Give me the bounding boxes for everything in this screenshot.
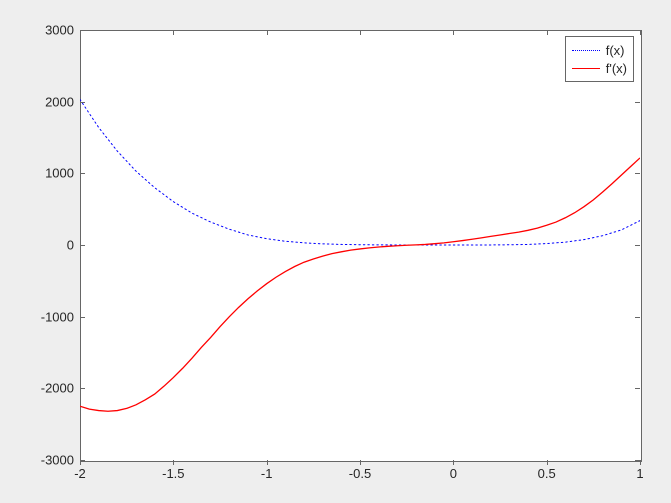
y-tick-mark bbox=[80, 245, 85, 246]
y-tick-label: 1000 bbox=[45, 166, 74, 181]
legend: f(x) f'(x) bbox=[565, 36, 634, 82]
y-tick-mark bbox=[635, 173, 640, 174]
y-tick-mark bbox=[635, 460, 640, 461]
x-tick-mark bbox=[173, 460, 174, 465]
y-tick-mark bbox=[635, 245, 640, 246]
y-tick-label: 3000 bbox=[45, 23, 74, 38]
x-tick-mark bbox=[547, 460, 548, 465]
chart-container: f(x) f'(x) -2 -1.5 -1 -0.5 0 0.5 1 -3000 -2000 -10… bbox=[0, 0, 671, 503]
x-tick-mark bbox=[547, 30, 548, 35]
x-tick-label: 1 bbox=[636, 466, 643, 481]
y-tick-mark bbox=[635, 102, 640, 103]
x-tick-label: -1.5 bbox=[162, 466, 184, 481]
x-tick-mark bbox=[453, 30, 454, 35]
x-tick-label: -1 bbox=[261, 466, 273, 481]
legend-item: f'(x) bbox=[572, 59, 627, 77]
series-f(x) bbox=[80, 100, 640, 245]
y-tick-mark bbox=[80, 30, 85, 31]
y-tick-mark bbox=[635, 317, 640, 318]
y-tick-label: -3000 bbox=[41, 453, 74, 468]
y-tick-mark bbox=[80, 317, 85, 318]
y-tick-label: -1000 bbox=[41, 309, 74, 324]
legend-label: f(x) bbox=[606, 43, 625, 58]
y-tick-label: 2000 bbox=[45, 94, 74, 109]
x-tick-mark bbox=[640, 30, 641, 35]
x-tick-mark bbox=[173, 30, 174, 35]
legend-swatch bbox=[572, 50, 600, 51]
y-tick-mark bbox=[635, 30, 640, 31]
x-tick-label: -2 bbox=[74, 466, 86, 481]
series-f'(x) bbox=[80, 158, 640, 411]
y-tick-mark bbox=[80, 460, 85, 461]
x-tick-mark bbox=[267, 30, 268, 35]
x-tick-mark bbox=[360, 30, 361, 35]
y-tick-mark bbox=[80, 102, 85, 103]
y-tick-mark bbox=[635, 388, 640, 389]
x-tick-mark bbox=[267, 460, 268, 465]
y-tick-mark bbox=[80, 388, 85, 389]
y-tick-label: -2000 bbox=[41, 381, 74, 396]
x-tick-label: -0.5 bbox=[349, 466, 371, 481]
y-tick-mark bbox=[80, 173, 85, 174]
x-tick-mark bbox=[640, 460, 641, 465]
legend-item: f(x) bbox=[572, 41, 627, 59]
x-tick-mark bbox=[360, 460, 361, 465]
x-tick-label: 0.5 bbox=[538, 466, 556, 481]
legend-swatch bbox=[572, 68, 600, 69]
x-tick-label: 0 bbox=[450, 466, 457, 481]
legend-label: f'(x) bbox=[606, 61, 627, 76]
x-tick-mark bbox=[453, 460, 454, 465]
y-tick-label: 0 bbox=[67, 238, 74, 253]
